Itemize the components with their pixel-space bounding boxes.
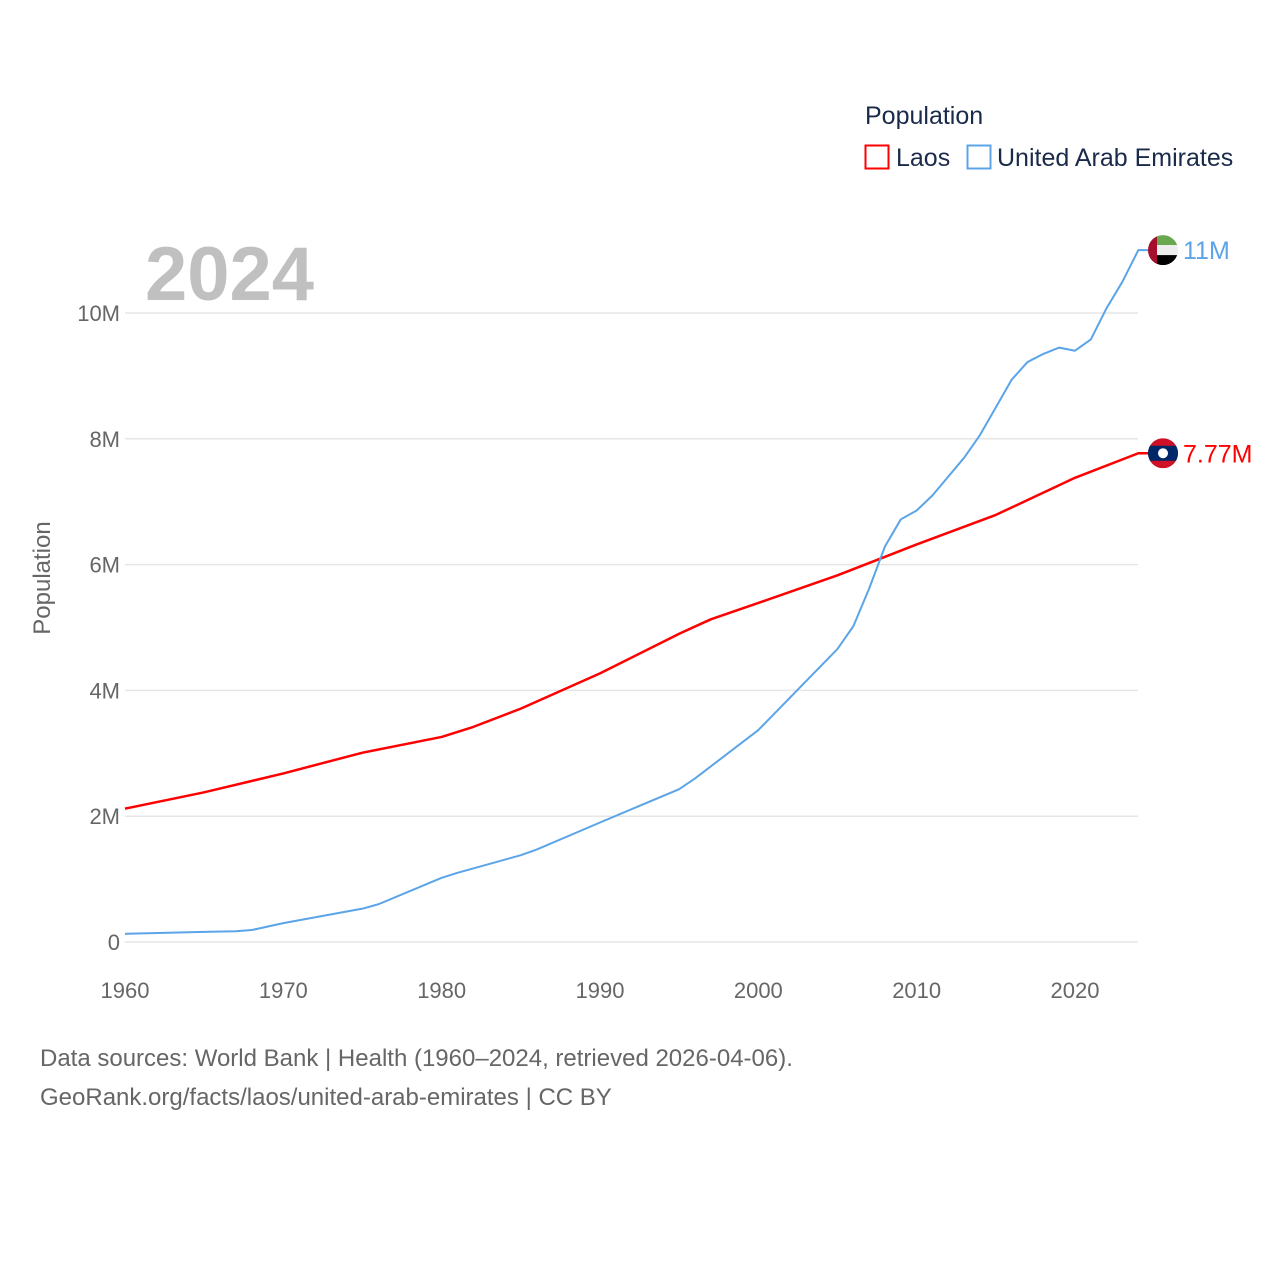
series-line-uae [124,249,1148,935]
flag-stripe [1148,255,1178,266]
x-tick-label: 1960 [101,978,150,1003]
legend-label: Laos [896,144,950,172]
x-tick-label: 2020 [1051,978,1100,1003]
source-link[interactable]: GeoRank.org/facts/laos/united-arab-emira… [40,1084,612,1111]
legend-item-uae[interactable]: United Arab Emirates [966,144,1234,172]
year-label: 2024 [145,232,314,317]
legend-title: Population [865,102,983,130]
legend-label: United Arab Emirates [997,144,1233,172]
uae-flag-icon [1148,235,1178,266]
legend-swatch-uae [966,144,992,170]
x-tick-label: 1980 [417,978,466,1003]
y-tick-label: 2M [89,804,120,829]
source-note: Data sources: World Bank | Health (1960–… [40,1045,793,1072]
x-tick-label: 2010 [892,978,941,1003]
y-tick-label: 8M [89,427,120,452]
x-tick-label: 1970 [259,978,308,1003]
flag-stripe [1148,235,1157,266]
y-axis-label: Population [29,521,56,634]
flag-body [1148,235,1178,266]
flag-disc [1158,448,1168,459]
y-tick-label: 10M [77,301,120,326]
legend-item-laos[interactable]: Laos [864,144,951,172]
flag-stripe [1148,235,1178,246]
y-tick-label: 6M [89,553,120,578]
x-tick-label: 2000 [734,978,783,1003]
y-tick-label: 4M [89,678,120,703]
y-tick-label: 0 [108,930,120,955]
end-value-label: 7.77M [1183,440,1252,468]
laos-flag-icon [1148,438,1178,469]
x-tick-label: 1990 [576,978,625,1003]
series-line-laos [124,452,1148,810]
flag-stripe [1148,245,1178,256]
legend-swatch-laos [864,144,890,170]
flag-body [1148,438,1178,469]
end-value-label: 11M [1183,237,1230,265]
